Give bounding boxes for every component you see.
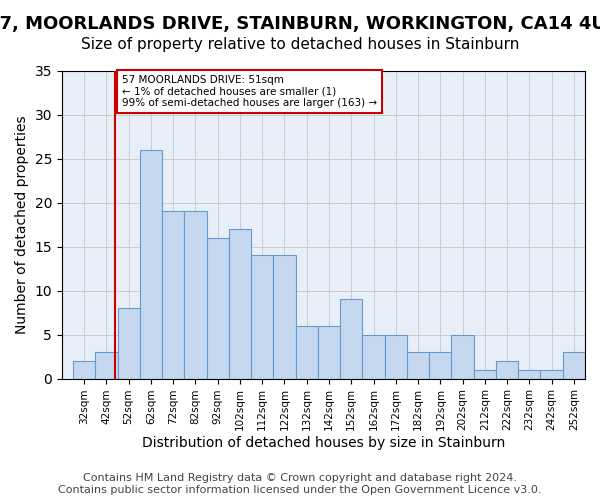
Bar	[118, 308, 140, 378]
Bar	[73, 361, 95, 378]
Bar	[474, 370, 496, 378]
Bar	[385, 334, 407, 378]
Bar	[451, 334, 474, 378]
Text: 57, MOORLANDS DRIVE, STAINBURN, WORKINGTON, CA14 4UJ: 57, MOORLANDS DRIVE, STAINBURN, WORKINGT…	[0, 15, 600, 33]
Bar	[496, 361, 518, 378]
Text: Contains HM Land Registry data © Crown copyright and database right 2024.
Contai: Contains HM Land Registry data © Crown c…	[58, 474, 542, 495]
Bar	[429, 352, 451, 378]
Bar	[296, 326, 318, 378]
Bar	[206, 238, 229, 378]
Bar	[274, 256, 296, 378]
Bar	[340, 300, 362, 378]
Bar	[251, 256, 274, 378]
Y-axis label: Number of detached properties: Number of detached properties	[15, 115, 29, 334]
Text: 57 MOORLANDS DRIVE: 51sqm
← 1% of detached houses are smaller (1)
99% of semi-de: 57 MOORLANDS DRIVE: 51sqm ← 1% of detach…	[122, 75, 377, 108]
Bar	[95, 352, 118, 378]
Bar	[362, 334, 385, 378]
X-axis label: Distribution of detached houses by size in Stainburn: Distribution of detached houses by size …	[142, 436, 505, 450]
Bar	[541, 370, 563, 378]
Bar	[140, 150, 162, 378]
Bar	[162, 212, 184, 378]
Bar	[318, 326, 340, 378]
Text: Size of property relative to detached houses in Stainburn: Size of property relative to detached ho…	[81, 38, 519, 52]
Bar	[407, 352, 429, 378]
Bar	[184, 212, 206, 378]
Bar	[229, 229, 251, 378]
Bar	[518, 370, 541, 378]
Bar	[563, 352, 585, 378]
